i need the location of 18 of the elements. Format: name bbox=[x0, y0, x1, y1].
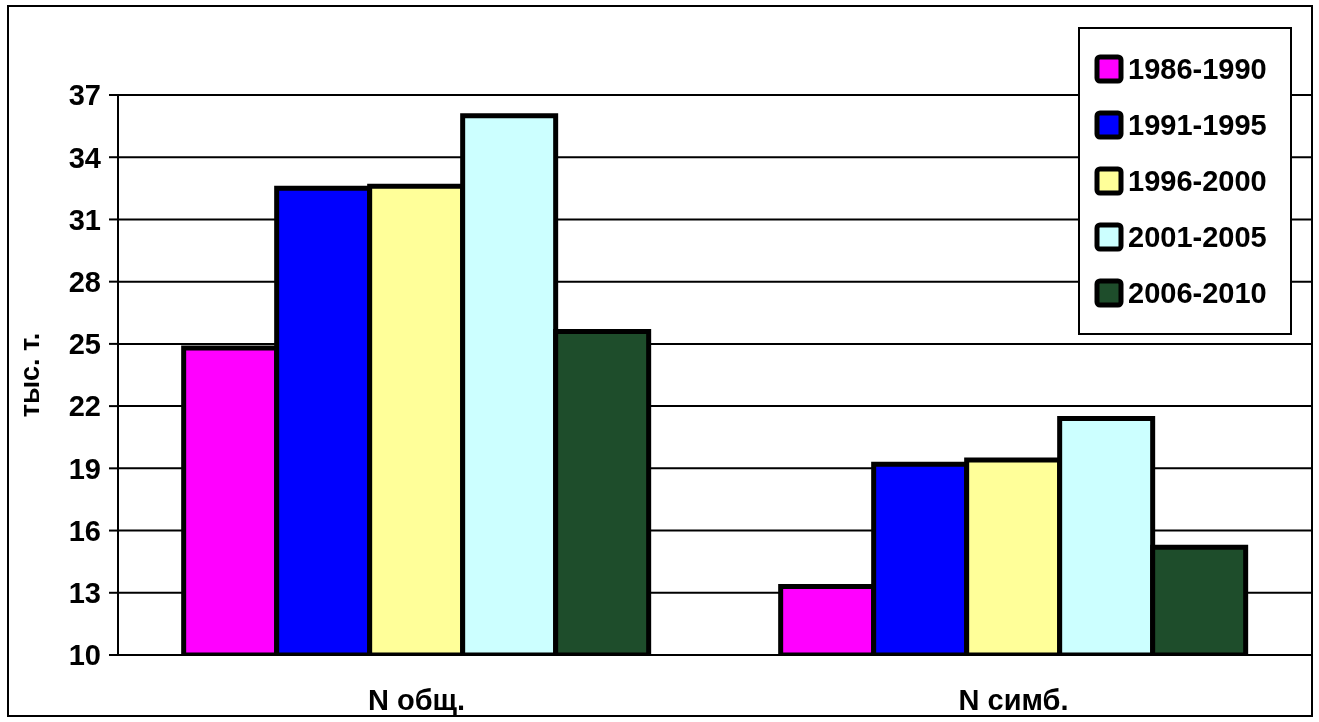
y-tick-label: 16 bbox=[68, 514, 101, 547]
y-tick-label: 22 bbox=[68, 390, 101, 423]
legend-label: 2001-2005 bbox=[1128, 220, 1267, 254]
legend-label: 1996-2000 bbox=[1128, 164, 1267, 198]
y-tick-label: 37 bbox=[68, 79, 101, 112]
legend-label: 1991-1995 bbox=[1128, 108, 1267, 142]
legend-label: 1986-1990 bbox=[1128, 52, 1267, 86]
x-tick-label: N общ. bbox=[367, 683, 466, 716]
y-tick-label: 10 bbox=[68, 639, 101, 672]
y-tick-label: 28 bbox=[68, 265, 101, 298]
y-axis-title: тыс. т. bbox=[15, 332, 45, 418]
y-tick-label: 34 bbox=[68, 141, 101, 174]
y-tick-label: 31 bbox=[68, 203, 101, 236]
legend-label: 2006-2010 bbox=[1128, 276, 1267, 310]
y-tick-label: 19 bbox=[68, 452, 101, 485]
y-tick-label: 13 bbox=[68, 577, 101, 610]
y-tick-label: 25 bbox=[68, 328, 101, 361]
x-tick-label: N симб. bbox=[958, 683, 1069, 716]
